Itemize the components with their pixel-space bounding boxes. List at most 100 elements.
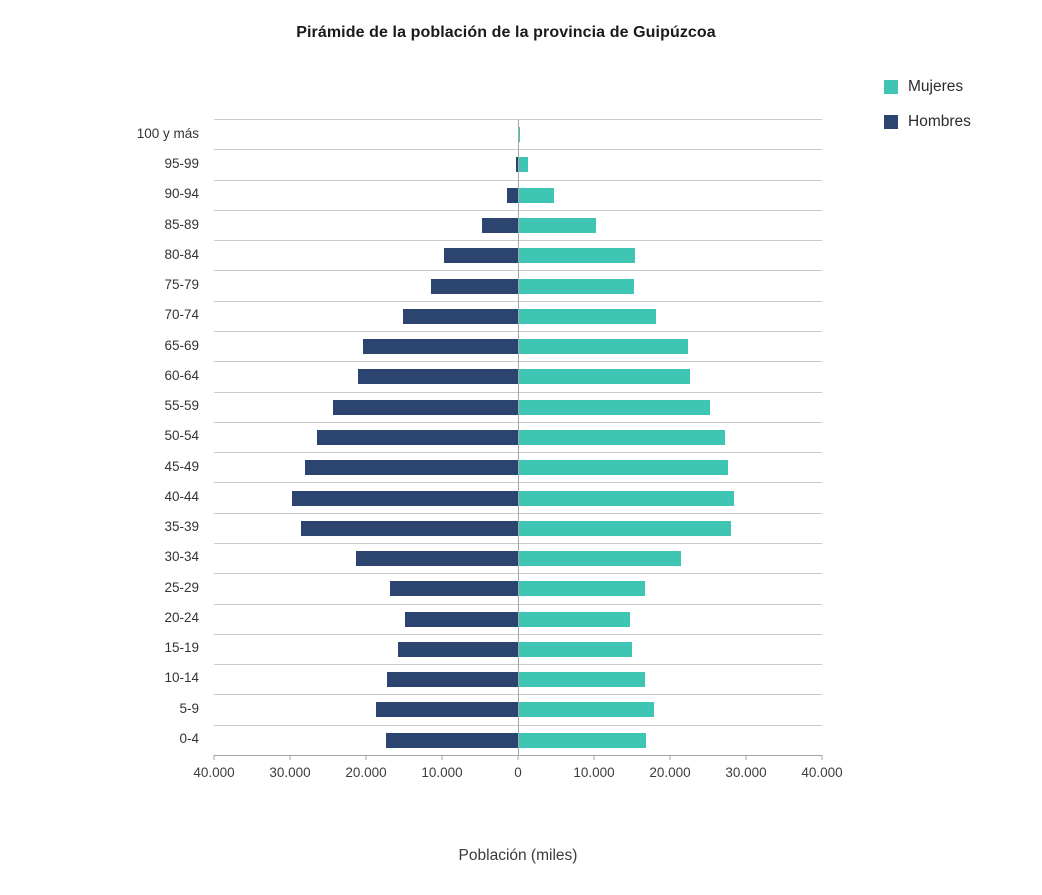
right-half: [518, 241, 822, 270]
bar-hombres-25-29: [389, 581, 518, 597]
chart-title: Pirámide de la población de la provincia…: [296, 24, 716, 41]
pyramid-row-50-54: [214, 423, 822, 454]
right-half: [518, 635, 822, 664]
bar-mujeres-95-99: [518, 157, 528, 173]
pyramid-row-0-4: [214, 726, 822, 755]
x-axis-tick: [213, 755, 215, 760]
bar-mujeres-70-74: [518, 308, 656, 324]
zero-axis-line: [518, 120, 519, 755]
bar-hombres-35-39: [301, 520, 518, 536]
y-axis-label-85-89: 85-89: [164, 216, 199, 232]
bar-hombres-90-94: [506, 187, 518, 203]
right-half: [518, 362, 822, 391]
y-axis-label-20-24: 20-24: [164, 609, 199, 625]
bar-mujeres-90-94: [518, 187, 555, 203]
bar-hombres-85-89: [481, 217, 518, 233]
plot-area: 40.000 30.000 20.000 10.000 0 10.000 20.000 30.…: [193, 119, 843, 780]
left-half: [214, 211, 518, 240]
bar-mujeres-80-84: [518, 248, 636, 264]
y-axis-label-45-49: 45-49: [164, 458, 199, 474]
right-half: [518, 574, 822, 603]
left-half: [214, 726, 518, 755]
left-half: [214, 544, 518, 573]
bar-hombres-75-79: [431, 278, 518, 294]
y-axis-label-35-39: 35-39: [164, 519, 199, 535]
right-half: [518, 181, 822, 210]
y-axis-label-40-44: 40-44: [164, 488, 199, 504]
y-axis-label-80-84: 80-84: [164, 246, 199, 262]
x-axis-tick: [289, 755, 291, 760]
hombres-swatch-icon: [884, 115, 898, 129]
x-axis-tick: [669, 755, 671, 760]
right-half: [518, 423, 822, 452]
right-half: [518, 211, 822, 240]
bar-mujeres-50-54: [518, 429, 726, 445]
bar-rows: [214, 120, 822, 755]
right-half: [518, 393, 822, 422]
right-half: [518, 726, 822, 755]
x-axis-tick: [745, 755, 747, 760]
legend-item-hombres: Hombres: [884, 113, 971, 131]
bar-mujeres-15-19: [518, 641, 632, 657]
bar-mujeres-25-29: [518, 581, 645, 597]
x-axis-tick: [821, 755, 823, 760]
bar-hombres-65-69: [362, 339, 518, 355]
left-half: [214, 514, 518, 543]
x-axis-tick-label: 10.000: [421, 765, 463, 780]
y-axis-label-70-74: 70-74: [164, 307, 199, 323]
bar-hombres-15-19: [397, 641, 518, 657]
bar-mujeres-20-24: [518, 611, 630, 627]
left-half: [214, 635, 518, 664]
y-axis-label-5-9: 5-9: [179, 700, 199, 716]
right-half: [518, 150, 822, 179]
legend-label-hombres: Hombres: [908, 113, 971, 130]
x-axis-tick-label: 20.000: [649, 765, 691, 780]
left-half: [214, 695, 518, 724]
right-half: [518, 544, 822, 573]
y-axis-label-30-34: 30-34: [164, 549, 199, 565]
x-axis-tick: [593, 755, 595, 760]
left-half: [214, 181, 518, 210]
right-half: [518, 120, 822, 149]
bar-hombres-30-34: [356, 551, 518, 567]
left-half: [214, 453, 518, 482]
x-axis-tick-label: 30.000: [725, 765, 767, 780]
left-half: [214, 483, 518, 512]
y-axis-label-15-19: 15-19: [164, 640, 199, 656]
pyramid-row-60-64: [214, 362, 822, 393]
bar-hombres-45-49: [305, 460, 518, 476]
bar-mujeres-85-89: [518, 217, 596, 233]
x-axis-tick-label: 30.000: [269, 765, 311, 780]
bar-mujeres-75-79: [518, 278, 634, 294]
right-half: [518, 695, 822, 724]
left-half: [214, 332, 518, 361]
left-half: [214, 120, 518, 149]
y-axis-label-10-14: 10-14: [164, 670, 199, 686]
y-axis-label-0-4: 0-4: [179, 730, 199, 746]
left-half: [214, 241, 518, 270]
bar-hombres-0-4: [385, 732, 518, 748]
bar-mujeres-5-9: [518, 702, 655, 718]
y-axis-label-75-79: 75-79: [164, 277, 199, 293]
bar-mujeres-10-14: [518, 672, 645, 688]
left-half: [214, 150, 518, 179]
bar-mujeres-100-y-más: [518, 127, 521, 143]
left-half: [214, 362, 518, 391]
bar-hombres-5-9: [375, 702, 518, 718]
bar-mujeres-65-69: [518, 339, 689, 355]
right-half: [518, 453, 822, 482]
left-half: [214, 393, 518, 422]
y-axis-label-55-59: 55-59: [164, 398, 199, 414]
y-axis-label-90-94: 90-94: [164, 186, 199, 202]
bar-hombres-10-14: [386, 672, 518, 688]
legend-item-mujeres: Mujeres: [884, 78, 971, 96]
left-half: [214, 423, 518, 452]
bar-mujeres-55-59: [518, 399, 711, 415]
x-axis-tick-label: 0: [514, 765, 522, 780]
left-half: [214, 605, 518, 634]
left-half: [214, 271, 518, 300]
left-half: [214, 574, 518, 603]
y-axis-label-50-54: 50-54: [164, 428, 199, 444]
right-half: [518, 302, 822, 331]
